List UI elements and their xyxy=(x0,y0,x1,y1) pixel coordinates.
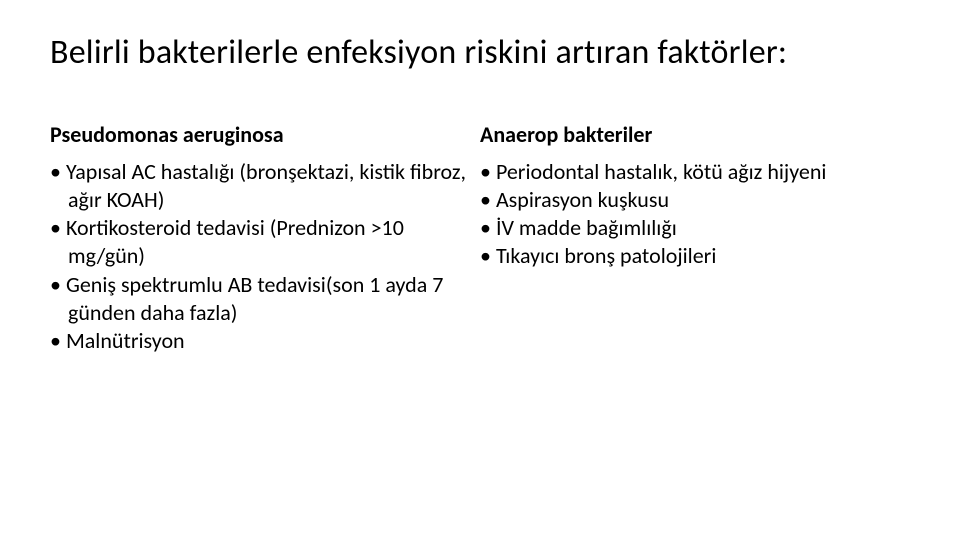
column-left-list: Yapısal AC hastalığı (bronşektazi, kisti… xyxy=(50,158,470,355)
page-title: Belirli bakterilerle enfeksiyon riskini … xyxy=(50,32,910,73)
list-item: Yapısal AC hastalığı (bronşektazi, kisti… xyxy=(50,158,470,214)
slide: Belirli bakterilerle enfeksiyon riskini … xyxy=(0,0,960,540)
column-right-list: Periodontal hastalık, kötü ağız hijyeni … xyxy=(480,158,900,271)
column-left-heading: Pseudomonas aeruginosa xyxy=(50,121,470,148)
column-left: Pseudomonas aeruginosa Yapısal AC hastal… xyxy=(50,121,480,355)
columns-container: Pseudomonas aeruginosa Yapısal AC hastal… xyxy=(50,121,910,355)
list-item: Geniş spektrumlu AB tedavisi(son 1 ayda … xyxy=(50,271,470,327)
column-right: Anaerop bakteriler Periodontal hastalık,… xyxy=(480,121,910,355)
column-right-heading: Anaerop bakteriler xyxy=(480,121,900,148)
list-item: Kortikosteroid tedavisi (Prednizon >10 m… xyxy=(50,214,470,270)
list-item: Malnütrisyon xyxy=(50,327,470,355)
list-item: İV madde bağımlılığı xyxy=(480,214,900,242)
list-item: Periodontal hastalık, kötü ağız hijyeni xyxy=(480,158,900,186)
list-item: Tıkayıcı bronş patolojileri xyxy=(480,242,900,270)
list-item: Aspirasyon kuşkusu xyxy=(480,186,900,214)
